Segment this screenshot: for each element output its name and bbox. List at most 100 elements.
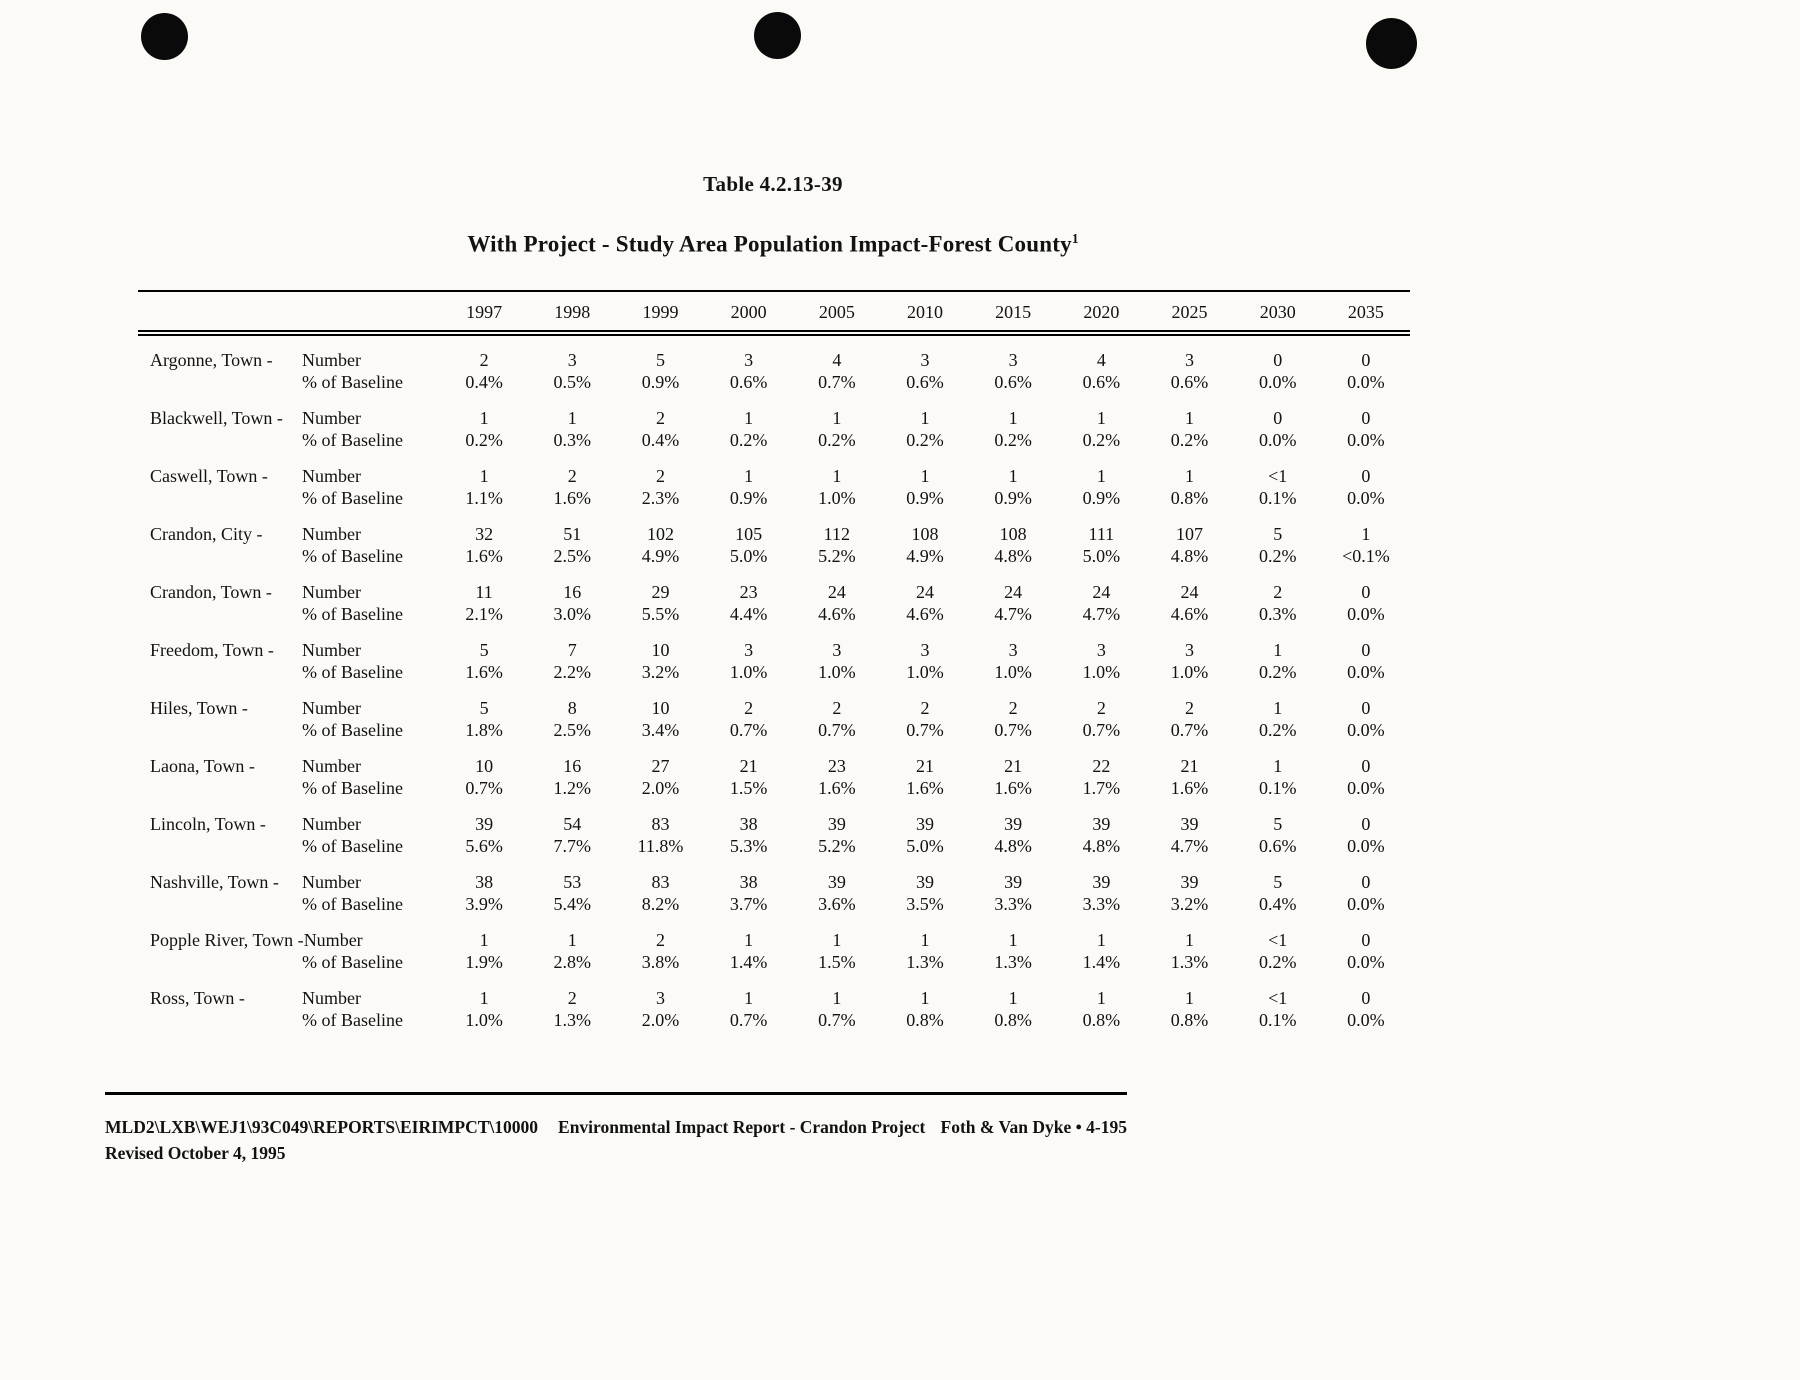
number-value: 108 — [999, 524, 1027, 544]
percent-value: 0.6% — [1082, 372, 1121, 392]
percent-value: 1.1% — [465, 488, 503, 508]
percent-value: 0.8% — [906, 1010, 944, 1030]
percent-value: 0.0% — [1347, 430, 1385, 450]
percent-value: 0.2% — [1082, 430, 1121, 450]
percent-value: 0.0% — [1347, 778, 1385, 798]
number-value: 1 — [744, 408, 754, 428]
row-label-cell: Ross, Town - Number — [138, 987, 440, 1009]
punch-hole-right — [1366, 18, 1417, 69]
number-row: Argonne, Town - Number 2 3 5 3 4 3 3 4 3 0 0 — [138, 349, 1410, 371]
percent-value: 0.7% — [729, 720, 768, 740]
row-label-cell: % of Baseline — [138, 1009, 440, 1031]
number-value: 0 — [1273, 408, 1283, 428]
number-value: 39 — [827, 872, 846, 892]
row-label-percent: % of Baseline — [302, 430, 403, 450]
percent-row: % of Baseline 0.7% 1.2% 2.0% 1.5% 1.6% 1.6% 1.6… — [138, 777, 1410, 799]
percent-value: 0.0% — [1347, 720, 1385, 740]
town-name-spacer — [150, 719, 302, 741]
percent-value: 0.2% — [1258, 720, 1297, 740]
percent-value: 1.5% — [729, 778, 768, 798]
row-label-number: Number — [302, 524, 361, 544]
percent-value: 0.4% — [465, 372, 503, 392]
number-row: Popple River, Town - Number 1 1 2 1 1 1 1 1 1 <1 0 — [138, 929, 1410, 951]
percent-value: 11.8% — [637, 836, 684, 856]
number-value: 39 — [475, 814, 494, 834]
number-value: 29 — [651, 582, 670, 602]
number-value: 0 — [1361, 814, 1371, 834]
percent-value: 1.9% — [465, 952, 503, 972]
number-value: 0 — [1361, 930, 1371, 950]
number-row: Lincoln, Town - Number 39 54 83 38 39 39 39 39 39 5… — [138, 813, 1410, 835]
town-name-spacer — [150, 951, 302, 973]
number-value: 3 — [1096, 640, 1106, 660]
percent-value: 0.0% — [1347, 894, 1385, 914]
number-value: 2 — [479, 350, 489, 370]
row-label-percent: % of Baseline — [302, 720, 403, 740]
percent-value: 0.2% — [818, 430, 856, 450]
percent-value: 0.0% — [1258, 430, 1297, 450]
town-name: Nashville, Town - — [150, 872, 279, 892]
row-label-percent: % of Baseline — [302, 372, 403, 392]
percent-value: 4.6% — [906, 604, 944, 624]
number-value: 21 — [915, 756, 934, 776]
number-value: 2 — [1273, 582, 1283, 602]
number-value: 2 — [567, 988, 577, 1008]
town-name: Blackwell, Town - — [150, 408, 283, 428]
number-value: 1 — [1008, 988, 1018, 1008]
number-value: 10 — [651, 640, 670, 660]
percent-value: 7.7% — [553, 836, 592, 856]
number-value: 24 — [1004, 582, 1023, 602]
percent-value: 0.8% — [1170, 1010, 1209, 1030]
percent-value: 5.0% — [1082, 546, 1121, 566]
percent-value: 4.9% — [641, 546, 680, 566]
number-value: 23 — [827, 756, 846, 776]
percent-value: 4.6% — [818, 604, 856, 624]
number-value: 1 — [920, 930, 930, 950]
number-value: 2 — [832, 698, 842, 718]
percent-value: 1.8% — [465, 720, 503, 740]
percent-value: 4.9% — [906, 546, 944, 566]
row-label-cell: % of Baseline — [138, 777, 440, 799]
town-name: Ross, Town - — [150, 988, 245, 1008]
percent-value: 0.7% — [818, 720, 856, 740]
percent-value: 0.2% — [1170, 430, 1209, 450]
number-value: 39 — [1004, 872, 1023, 892]
percent-value: 4.8% — [994, 546, 1032, 566]
percent-value: 0.7% — [818, 372, 856, 392]
number-value: <1 — [1268, 988, 1288, 1008]
percent-value: 1.0% — [906, 662, 944, 682]
number-value: 38 — [739, 814, 758, 834]
town-name: Caswell, Town - — [150, 466, 268, 486]
town-name: Freedom, Town - — [150, 640, 274, 660]
number-value: 1 — [832, 466, 842, 486]
row-label-number: Number — [302, 408, 361, 428]
percent-row: % of Baseline 1.6% 2.5% 4.9% 5.0% 5.2% 4.9% 4.8… — [138, 545, 1410, 567]
footer-line-1: MLD2\LXB\WEJ1\93C049\REPORTS\EIRIMPCT\10… — [105, 1117, 925, 1138]
number-value: 39 — [1180, 872, 1199, 892]
number-value: 0 — [1361, 408, 1371, 428]
percent-value: 0.0% — [1347, 488, 1385, 508]
town-row-group: Laona, Town - Number 10 16 27 21 23 21 21 22 21 1 0%… — [138, 755, 1410, 799]
number-value: 1 — [832, 988, 842, 1008]
number-value: 5 — [1273, 872, 1283, 892]
number-value: 1 — [1096, 408, 1106, 428]
number-value: 3 — [920, 640, 930, 660]
number-value: 1 — [920, 466, 930, 486]
town-row-group: Crandon, Town - Number 11 16 29 23 24 24 24 24 24 2… — [138, 581, 1410, 625]
row-label-cell: % of Baseline — [138, 487, 440, 509]
percent-value: 2.8% — [553, 952, 592, 972]
row-label-cell: % of Baseline — [138, 429, 440, 451]
percent-value: 1.3% — [906, 952, 944, 972]
percent-value: 3.5% — [906, 894, 944, 914]
percent-value: 1.6% — [465, 662, 503, 682]
footer-page-number: Foth & Van Dyke • 4-195 — [940, 1117, 1128, 1137]
percent-value: 0.2% — [465, 430, 503, 450]
footer-report-title: Environmental Impact Report - Crandon Pr… — [558, 1117, 926, 1137]
number-value: 1 — [744, 988, 754, 1008]
percent-value: 1.5% — [818, 952, 856, 972]
percent-value: 0.7% — [994, 720, 1032, 740]
percent-value: 1.0% — [1170, 662, 1209, 682]
row-label-cell: Blackwell, Town - Number — [138, 407, 440, 429]
town-row-group: Lincoln, Town - Number 39 54 83 38 39 39 39 39 39 5… — [138, 813, 1410, 857]
number-value: 1 — [920, 988, 930, 1008]
